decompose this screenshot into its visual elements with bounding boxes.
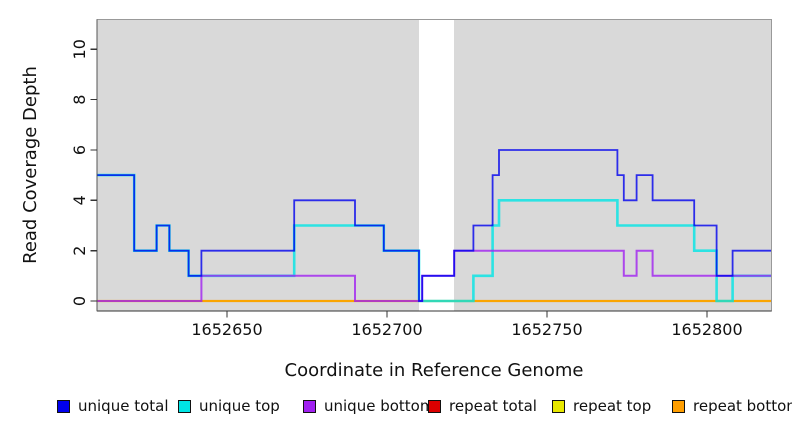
- legend-swatch-repeat-top: [552, 400, 565, 413]
- legend-swatch-unique-top: [178, 400, 191, 413]
- y-tick-label: 6: [70, 145, 89, 155]
- x-tick-label: 1652650: [191, 320, 262, 339]
- y-tick-label: 2: [70, 246, 89, 256]
- legend-item-repeat-top: repeat top: [552, 399, 651, 414]
- legend-label: unique bottom: [324, 397, 435, 415]
- legend-label: repeat total: [449, 397, 537, 415]
- legend-label: unique total: [78, 397, 169, 415]
- legend-swatch-repeat-bottom: [672, 400, 685, 413]
- y-tick-label: 10: [70, 39, 89, 59]
- legend-label: repeat bottom: [693, 397, 792, 415]
- x-axis-title: Coordinate in Reference Genome: [285, 360, 584, 381]
- legend-swatch-unique-bottom: [303, 400, 316, 413]
- x-tick-label: 1652800: [671, 320, 742, 339]
- y-tick-label: 0: [70, 296, 89, 306]
- legend-item-repeat-total: repeat total: [428, 399, 537, 414]
- legend-item-unique-bottom: unique bottom: [303, 399, 434, 414]
- legend-item-unique-top: unique top: [178, 399, 280, 414]
- legend-item-unique-total: unique total: [57, 399, 169, 414]
- y-tick-label: 4: [70, 195, 89, 205]
- masked-region: [419, 20, 455, 311]
- legend-label: repeat top: [573, 397, 652, 415]
- legend-swatch-unique-total: [57, 400, 70, 413]
- x-tick-label: 1652700: [351, 320, 422, 339]
- series-unique-total: [97, 149, 771, 302]
- y-axis-title: Read Coverage Depth: [20, 66, 41, 264]
- legend-item-repeat-bottom: repeat bottom: [672, 399, 792, 414]
- y-tick-label: 8: [70, 95, 89, 105]
- legend-swatch-repeat-total: [428, 400, 441, 413]
- legend-label: unique top: [199, 397, 280, 415]
- x-tick-label: 1652750: [511, 320, 582, 339]
